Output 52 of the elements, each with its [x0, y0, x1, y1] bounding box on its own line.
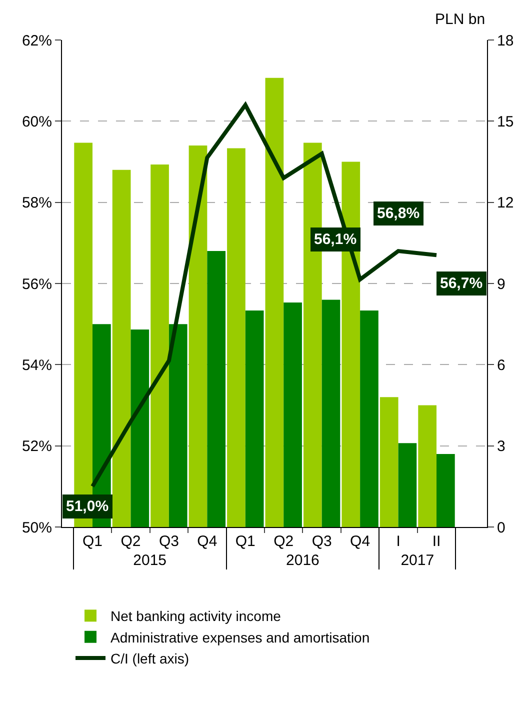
y-tick-label: 54% [22, 356, 52, 374]
y-tick-label: 52% [22, 438, 52, 456]
y-tick-label: 60% [22, 113, 52, 130]
bar [130, 329, 150, 527]
x-tick-label: I [396, 533, 400, 550]
bar [245, 310, 264, 527]
data-label: 56,8% [377, 205, 420, 222]
bar [112, 170, 131, 527]
bar [284, 302, 302, 527]
y2-tick-label: 9 [497, 276, 506, 293]
bar [322, 300, 340, 527]
x-tick-label: Q3 [312, 533, 332, 550]
x-tick-label: Q2 [274, 533, 294, 550]
x-tick-label: Q1 [235, 533, 256, 550]
data-label: 56,1% [314, 231, 357, 248]
bar [398, 443, 417, 527]
y-tick-label: 58% [22, 194, 52, 212]
y-tick-label: 62% [22, 32, 52, 50]
bar [265, 78, 284, 527]
text: 2016 [286, 552, 320, 569]
data-label: 56,7% [440, 275, 483, 292]
y2-tick-label: 0 [497, 519, 506, 536]
x-tick-label: Q4 [197, 533, 218, 550]
bar [418, 405, 436, 527]
legend-label: C/I (left axis) [110, 650, 190, 667]
legend-label: Net banking activity income [110, 608, 282, 624]
bar [227, 148, 246, 527]
bar [207, 251, 226, 527]
y2-tick-label: 6 [497, 356, 506, 374]
y-tick-label: 56% [22, 276, 52, 293]
y2-tick-label: 12 [497, 194, 514, 212]
bar [436, 454, 455, 527]
data-label: 51,0% [66, 498, 109, 515]
y2-axis-title: PLN bn [435, 11, 486, 28]
line-series [90, 102, 438, 488]
text: 2015 [133, 552, 167, 569]
x-tick-label: II [432, 533, 441, 550]
y2-tick-label: 3 [497, 438, 506, 456]
bar [168, 324, 188, 527]
bar [150, 164, 169, 527]
x-tick-label: Q3 [158, 533, 179, 550]
bar [188, 146, 208, 527]
x-tick-label: Q2 [120, 533, 141, 550]
x-tick-label: Q1 [82, 533, 103, 550]
bar [380, 397, 398, 527]
y2-tick-label: 18 [497, 32, 514, 50]
x-tick-label: Q4 [350, 533, 370, 550]
y-tick-label: 50% [22, 519, 52, 536]
text: 2017 [400, 552, 434, 569]
legend-label: Administrative expenses and amortisation [110, 629, 370, 646]
bar [360, 310, 378, 527]
y2-tick-label: 15 [497, 113, 514, 130]
